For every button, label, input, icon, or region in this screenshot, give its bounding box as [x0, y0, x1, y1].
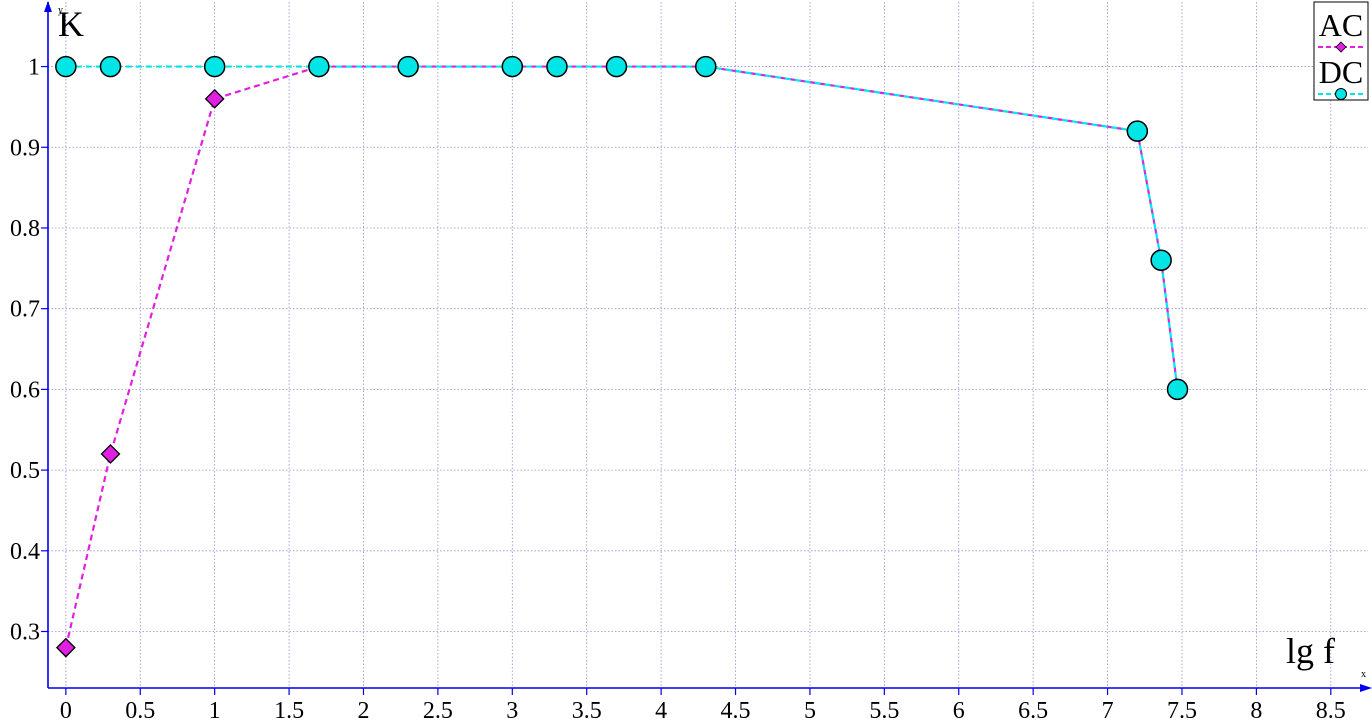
data-point-dc [203, 55, 226, 78]
grid [48, 2, 1368, 688]
x-tick-label: 2 [357, 698, 369, 724]
data-point-dc [308, 55, 330, 78]
x-tick-label: 7.5 [1167, 698, 1197, 724]
y-tick-label: 0.3 [10, 620, 40, 646]
x-axis-title: lg f [1286, 631, 1335, 671]
y-tick-label: 0.5 [10, 458, 40, 484]
y-tick-label: 0.9 [10, 135, 40, 161]
y-axis-arrow [44, 1, 52, 12]
legend-marker-dc [1335, 88, 1347, 100]
data-point-dc [99, 55, 122, 78]
data-point-dc [55, 55, 77, 78]
x-tick-label: 8.5 [1316, 698, 1346, 724]
x-tick-label: 4 [655, 698, 667, 724]
y-tick-label: 0.7 [10, 297, 40, 323]
x-tick-label: 5.5 [869, 698, 899, 724]
x-tick-label: 8 [1250, 698, 1262, 724]
series-lines [64, 65, 1179, 648]
data-point-dc [1126, 120, 1149, 142]
x-tick-label: 6.5 [1018, 698, 1048, 724]
series-line-dc [65, 65, 1179, 390]
data-point-ac [204, 88, 225, 109]
x-tick-label: 0 [60, 698, 72, 724]
axes [41, 1, 1372, 695]
y-axis-mark: y [58, 5, 63, 16]
data-point-dc [397, 55, 419, 78]
x-tick-label: 4.5 [721, 698, 751, 724]
y-axis-title: K [58, 4, 84, 44]
x-tick-label: 1.5 [274, 698, 304, 724]
series-markers [55, 55, 1189, 658]
legend-marker-ac [1335, 41, 1347, 53]
x-tick-label: 5 [804, 698, 816, 724]
data-point-dc [501, 55, 524, 78]
data-point-dc [695, 55, 717, 78]
x-tick-label: 3.5 [572, 698, 602, 724]
x-axis-mark: x [1361, 669, 1366, 680]
series-markers-dc [55, 55, 1189, 401]
x-tick-label: 0.5 [125, 698, 155, 724]
legend-label-ac: AC [1319, 7, 1363, 43]
data-point-ac [55, 637, 76, 658]
series-line-ac [64, 65, 1179, 648]
data-point-dc [605, 55, 628, 78]
x-tick-label: 1 [209, 698, 221, 724]
y-tick-label: 1 [28, 55, 40, 81]
y-tick-label: 0.6 [10, 377, 40, 403]
legend: AC DC [1313, 1, 1369, 101]
x-tick-label: 2.5 [423, 698, 453, 724]
data-point-dc [1166, 378, 1189, 401]
data-point-dc [546, 55, 568, 78]
x-tick-label: 7 [1102, 698, 1114, 724]
y-tick-label: 0.4 [10, 539, 40, 565]
series [55, 55, 1189, 658]
x-axis-arrow [1360, 684, 1372, 692]
tick-labels: 0 0.5 1 1.5 2 2.5 3 3.5 4 4.5 5 5.5 6 6.5 7 7.5 8 8.5 0.3 0… [10, 55, 1346, 724]
series-markers-ac [55, 56, 1188, 658]
data-point-dc [1150, 249, 1172, 272]
legend-label-dc: DC [1319, 54, 1363, 90]
x-tick-label: 3 [506, 698, 518, 724]
y-tick-label: 0.8 [10, 216, 40, 242]
data-point-ac [100, 444, 121, 464]
x-tick-label: 6 [953, 698, 965, 724]
